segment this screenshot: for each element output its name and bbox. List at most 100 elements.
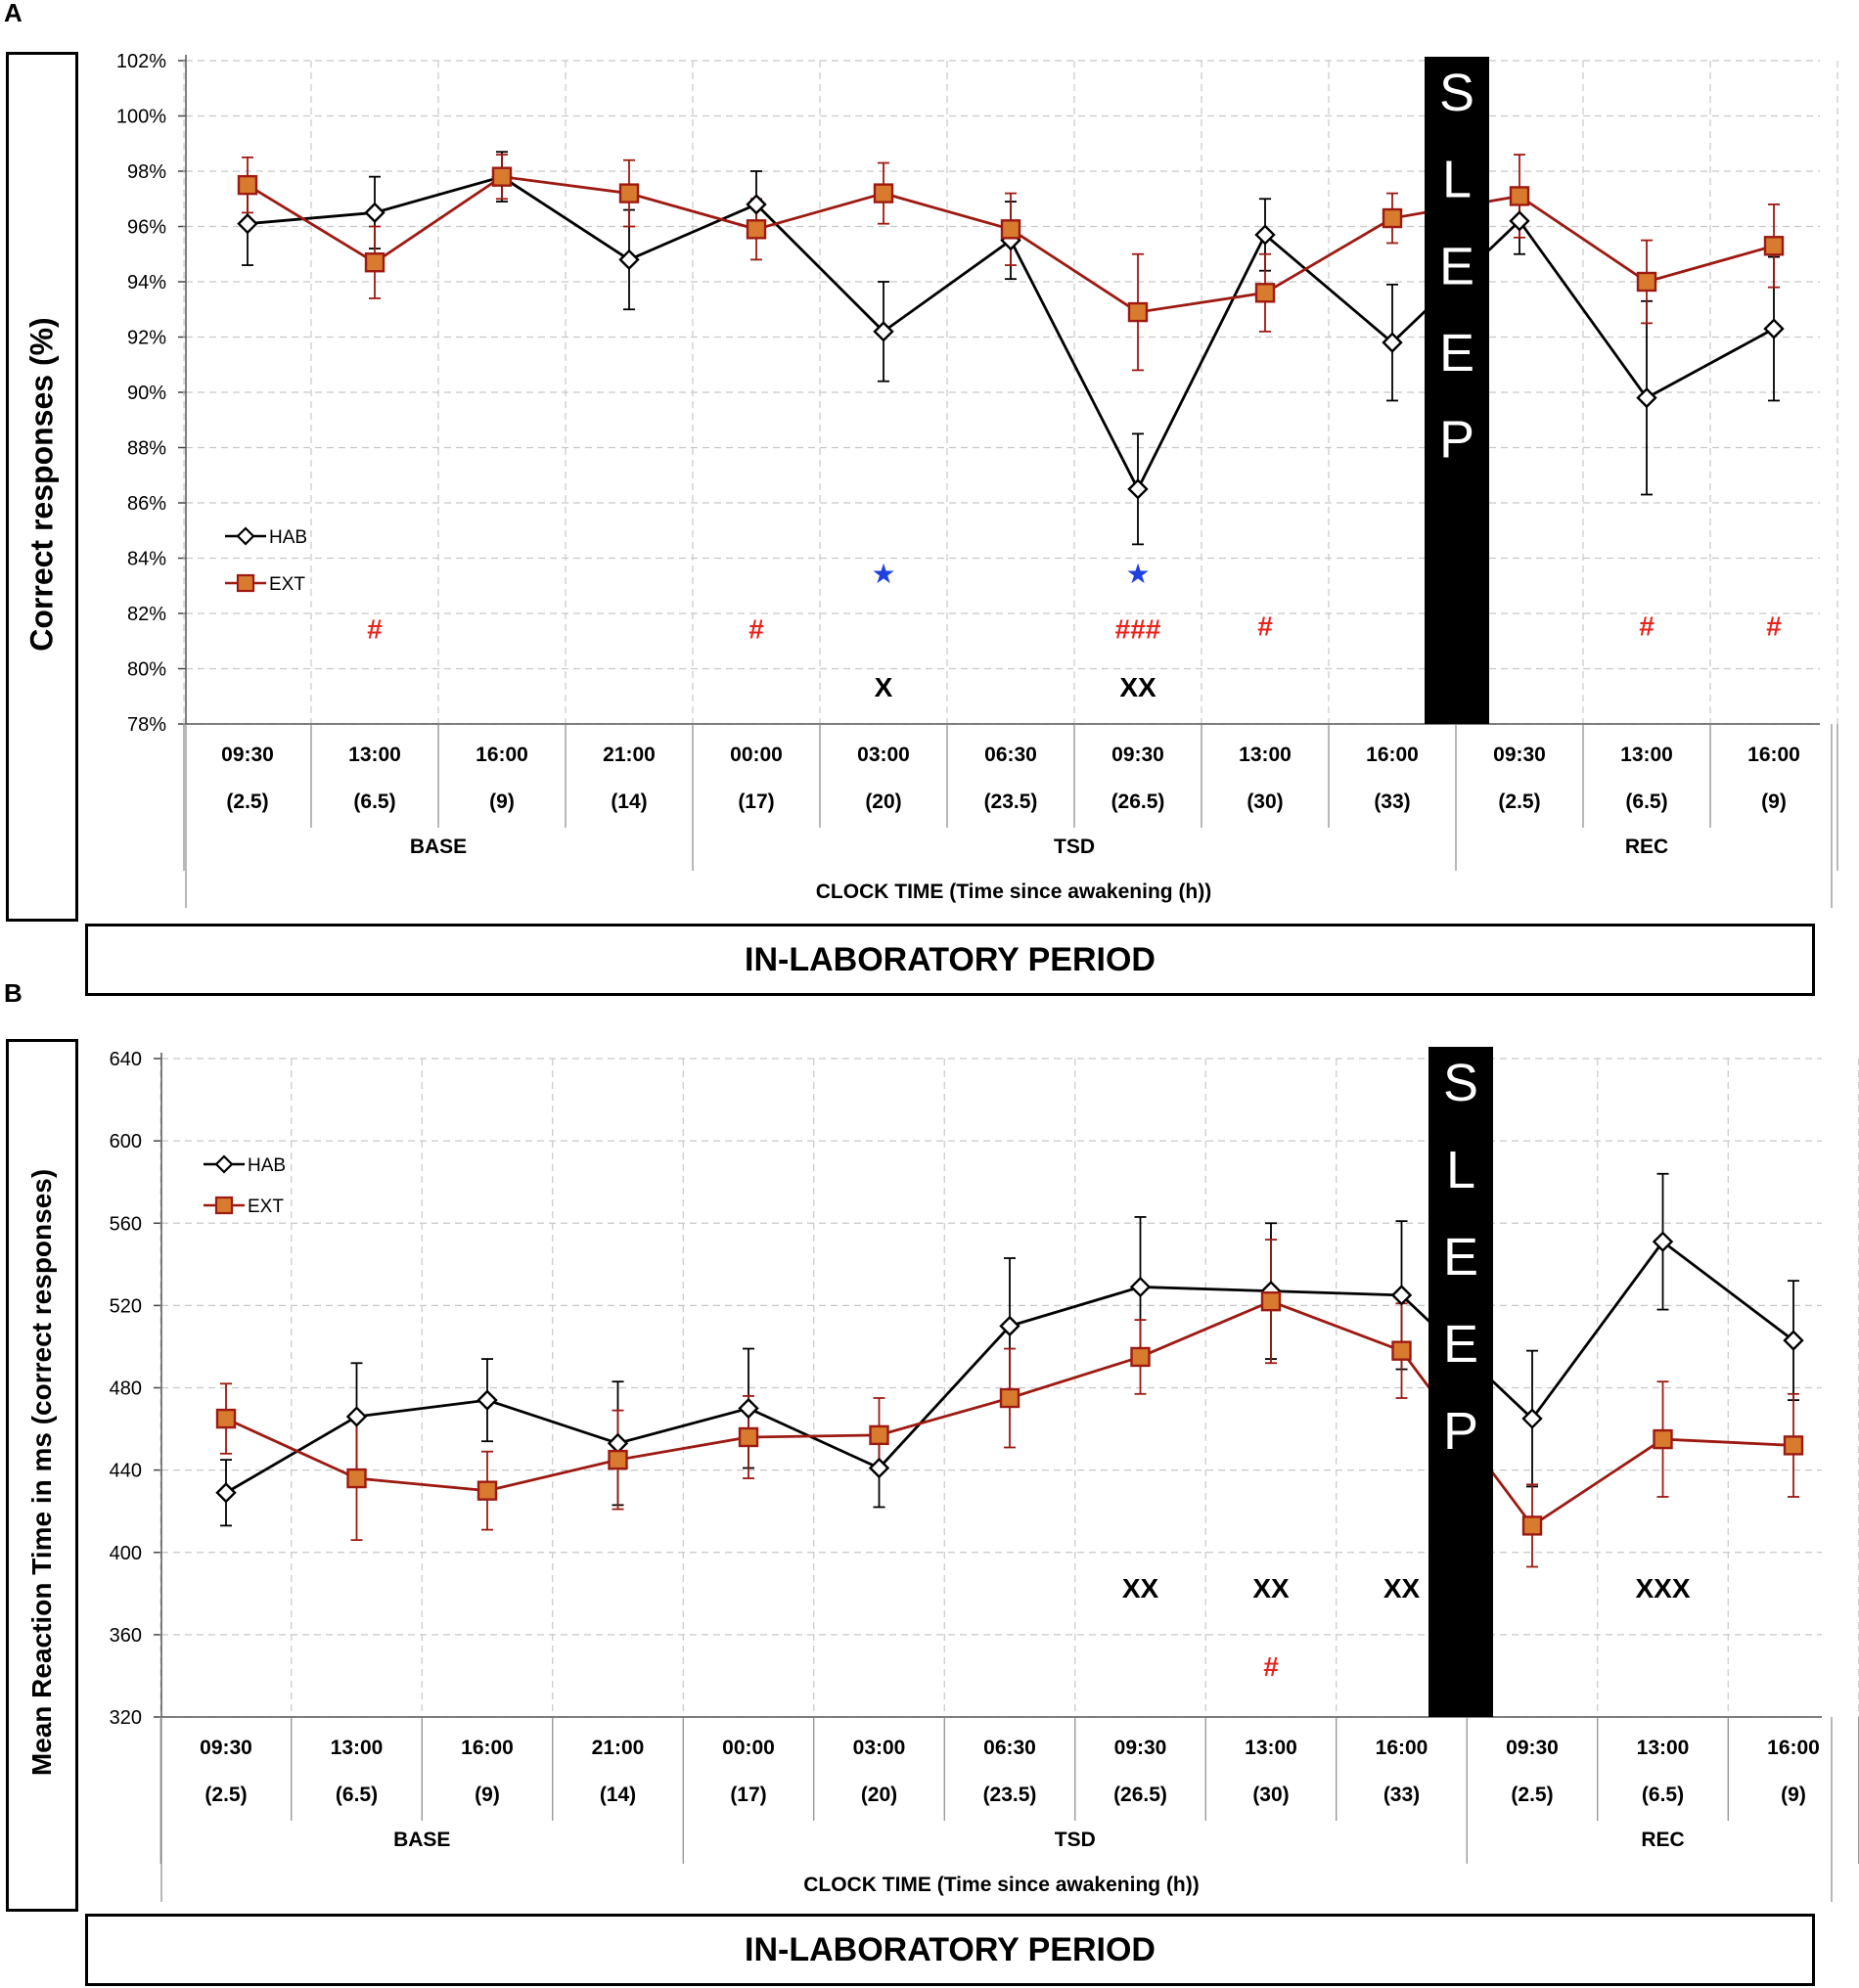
x-tick-time: 09:30 <box>1506 1737 1559 1759</box>
x-tick-time: 13:00 <box>331 1737 384 1759</box>
x-tick-time: 06:30 <box>983 1737 1036 1759</box>
point-hab <box>1129 1276 1152 1298</box>
point-ext <box>1260 1290 1282 1312</box>
point-ext <box>491 166 513 187</box>
y-tick-label: 96% <box>127 217 166 239</box>
sleep-letter: L <box>1442 151 1472 209</box>
x-tick-time: 13:00 <box>1245 1737 1297 1759</box>
annotation-x: XX <box>1383 1573 1421 1604</box>
y-tick-label: 600 <box>110 1131 142 1152</box>
sleep-letter: S <box>1439 64 1474 122</box>
annotation-hash: # <box>748 613 764 644</box>
legend-marker-ext <box>214 1196 234 1215</box>
x-tick-time: 03:00 <box>853 1737 906 1759</box>
point-hab <box>1509 210 1530 232</box>
sleep-letter: E <box>1443 1315 1478 1374</box>
x-tick-time: 21:00 <box>603 744 656 766</box>
point-ext <box>618 183 640 203</box>
x-tick-hours: (26.5) <box>1111 791 1165 813</box>
y-tick-label: 80% <box>127 659 166 681</box>
point-ext <box>1130 1346 1151 1368</box>
annotation-hash: # <box>1766 611 1782 642</box>
annotation-star: ★ <box>1125 559 1150 589</box>
annotation-hash: # <box>367 613 383 644</box>
point-hab <box>364 202 385 224</box>
point-ext <box>1254 283 1276 303</box>
x-tick-time: 16:00 <box>1376 1737 1428 1759</box>
point-ext <box>476 1480 498 1501</box>
x-tick-hours: (14) <box>600 1784 636 1806</box>
sleep-letter: S <box>1443 1054 1478 1112</box>
x-group-label-base: BASE <box>393 1829 450 1851</box>
point-hab <box>1783 1330 1804 1351</box>
x-tick-hours: (33) <box>1374 791 1410 813</box>
sleep-letter: E <box>1439 237 1474 295</box>
y-tick-label: 360 <box>110 1625 142 1647</box>
legend-marker-ext <box>236 573 255 593</box>
x-tick-hours: (2.5) <box>204 1784 247 1806</box>
point-hab <box>215 1482 237 1504</box>
y-tick-label: 480 <box>110 1378 142 1400</box>
point-ext <box>738 1426 759 1448</box>
x-tick-hours: (9) <box>475 1784 500 1806</box>
point-hab <box>618 248 640 271</box>
point-hab <box>999 1315 1020 1337</box>
point-ext <box>1763 236 1785 256</box>
point-ext <box>237 174 258 196</box>
y-tick-label: 78% <box>127 714 166 736</box>
y-tick-label: 320 <box>110 1707 142 1729</box>
legend-label-hab: HAB <box>248 1155 286 1176</box>
annotation-x: XXX <box>1635 1573 1690 1604</box>
y-axis-title-box-b <box>6 1039 78 1912</box>
sleep-letter: E <box>1443 1228 1478 1287</box>
x-tick-hours: (9) <box>489 791 515 813</box>
x-group-label-tsd: TSD <box>1055 1829 1096 1851</box>
x-tick-time: 16:00 <box>461 1737 514 1759</box>
x-group-label-rec: REC <box>1641 1829 1684 1851</box>
sleep-letter: P <box>1439 411 1474 470</box>
y-tick-label: 640 <box>110 1049 142 1070</box>
x-tick-time: 21:00 <box>592 1737 645 1759</box>
x-group-label-rec: REC <box>1625 836 1668 858</box>
y-tick-label: 560 <box>110 1213 142 1235</box>
x-tick-time: 09:30 <box>200 1737 252 1759</box>
y-tick-label: 88% <box>127 438 166 460</box>
point-hab <box>607 1432 629 1454</box>
annotation-x: XX <box>1122 1573 1159 1604</box>
x-tick-hours: (17) <box>738 791 774 813</box>
sleep-letter: L <box>1446 1141 1475 1199</box>
x-tick-hours: (23.5) <box>983 1784 1037 1806</box>
x-tick-hours: (30) <box>1252 1784 1289 1806</box>
x-tick-time: 09:30 <box>1111 744 1164 766</box>
point-hab <box>1521 1408 1543 1429</box>
annotation-hash: # <box>1257 611 1273 642</box>
panel-label-a: A <box>4 0 23 27</box>
x-tick-hours: (6.5) <box>1642 1784 1684 1806</box>
point-hab <box>1390 1285 1413 1306</box>
point-ext <box>1382 207 1403 229</box>
x-tick-time: 06:30 <box>984 744 1037 766</box>
x-tick-hours: (2.5) <box>226 791 268 813</box>
point-ext <box>1636 271 1657 293</box>
x-tick-time: 16:00 <box>476 744 528 766</box>
y-tick-label: 100% <box>116 107 166 128</box>
y-tick-label: 84% <box>127 549 166 570</box>
point-hab <box>1127 478 1149 500</box>
x-axis-title: CLOCK TIME (Time since awakening (h)) <box>816 881 1212 903</box>
point-hab <box>1763 318 1785 339</box>
point-hab <box>873 321 894 342</box>
y-tick-label: 90% <box>127 383 166 404</box>
period-label-box-b: IN-LABORATORY PERIOD <box>85 1914 1815 1986</box>
point-hab <box>746 194 767 215</box>
sleep-letter: P <box>1443 1402 1478 1461</box>
x-tick-hours: (6.5) <box>336 1784 378 1806</box>
annotation-x: XX <box>1252 1573 1290 1604</box>
x-tick-hours: (20) <box>865 791 901 813</box>
point-ext <box>869 1424 889 1446</box>
point-hab <box>868 1457 890 1479</box>
x-tick-time: 13:00 <box>1239 744 1292 766</box>
x-tick-time: 09:30 <box>1114 1737 1167 1759</box>
point-ext <box>1391 1340 1412 1361</box>
x-tick-time: 00:00 <box>722 1737 775 1759</box>
